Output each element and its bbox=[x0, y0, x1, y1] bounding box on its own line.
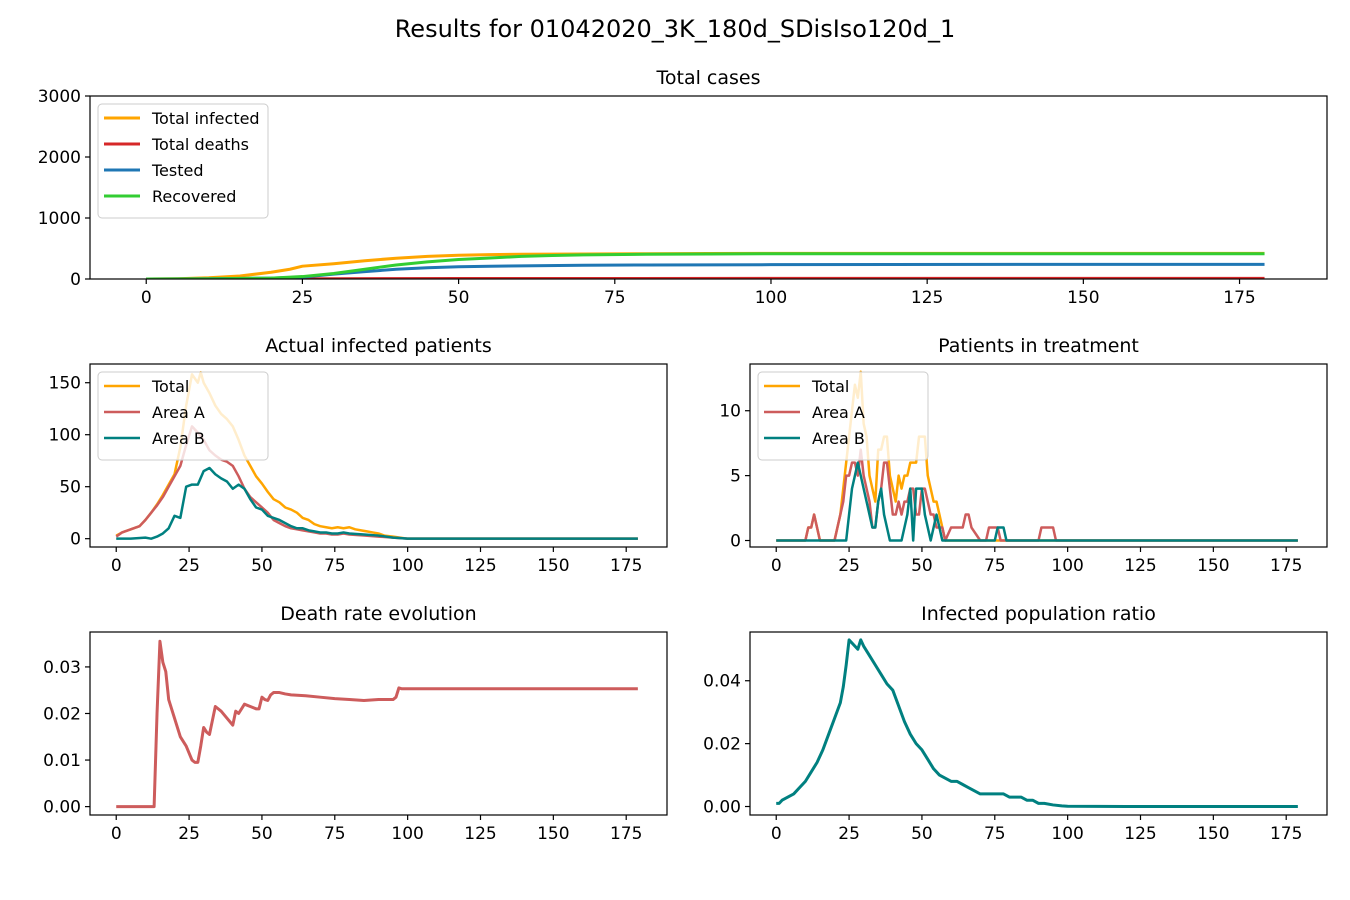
actual-infected-ytick-label: 50 bbox=[59, 478, 81, 498]
total-cases-ytick-label: 2000 bbox=[38, 148, 81, 168]
total-cases-ytick-label: 0 bbox=[70, 270, 81, 290]
actual-infected-ytick-label: 100 bbox=[49, 426, 81, 446]
actual-infected-legend: Total Area A Area B bbox=[97, 371, 269, 461]
actual-infected-xtick-label: 75 bbox=[324, 556, 346, 576]
infected-ratio-title: Infected population ratio bbox=[921, 603, 1156, 625]
patients-treatment-xtick-label: 25 bbox=[838, 556, 860, 576]
actual-infected-legend-label: Total bbox=[151, 377, 189, 396]
total-cases-xtick-label: 0 bbox=[141, 288, 152, 308]
actual-infected-title: Actual infected patients bbox=[265, 335, 491, 357]
infected-ratio-xtick-label: 175 bbox=[1270, 824, 1302, 844]
infected-ratio-xtick-label: 150 bbox=[1197, 824, 1229, 844]
figure-suptitle: Results for 01042020_3K_180d_SDisIso120d… bbox=[395, 15, 956, 43]
patients-treatment-series-line-2 bbox=[776, 461, 1298, 542]
total-cases-legend-box bbox=[97, 103, 269, 219]
actual-infected-xtick-label: 100 bbox=[391, 556, 423, 576]
infected-ratio-ytick-label: 0.00 bbox=[703, 798, 741, 818]
infected-ratio-ytick-label: 0.02 bbox=[703, 735, 741, 755]
patients-treatment-legend-box bbox=[757, 371, 929, 461]
total-cases-legend-label: Total deaths bbox=[151, 135, 249, 154]
actual-infected-xtick-label: 0 bbox=[111, 556, 122, 576]
death-rate-xtick-label: 50 bbox=[251, 824, 273, 844]
death-rate-series-line-0 bbox=[116, 639, 638, 809]
total-cases-xtick-label: 150 bbox=[1067, 288, 1099, 308]
infected-ratio-xtick-label: 25 bbox=[838, 824, 860, 844]
death-rate-xtick-label: 125 bbox=[464, 824, 496, 844]
death-rate-ytick-label: 0.00 bbox=[43, 798, 81, 818]
death-rate-xtick-label: 100 bbox=[391, 824, 423, 844]
total-cases-series-line-3 bbox=[146, 252, 1265, 279]
death-rate-ytick-label: 0.03 bbox=[43, 658, 81, 678]
patients-treatment-xtick-label: 100 bbox=[1051, 556, 1083, 576]
patients-treatment-series-line-1 bbox=[776, 448, 1298, 542]
total-cases-ytick-label: 1000 bbox=[38, 209, 81, 229]
total-cases-frame bbox=[89, 95, 1328, 280]
actual-infected-series-line-2 bbox=[116, 466, 638, 540]
total-cases-xtick-label: 125 bbox=[911, 288, 943, 308]
infected-ratio-frame bbox=[749, 631, 1328, 816]
death-rate-xtick-label: 150 bbox=[537, 824, 569, 844]
infected-ratio-xtick-label: 75 bbox=[984, 824, 1006, 844]
actual-infected-legend-label: Area A bbox=[152, 403, 205, 422]
death-rate-axes: Death rate evolution 0 25 50 75 100 125 150 175 0… bbox=[43, 603, 668, 844]
patients-treatment-ytick-label: 0 bbox=[730, 532, 741, 552]
patients-treatment-ytick-label: 10 bbox=[719, 402, 741, 422]
patients-treatment-xtick-label: 50 bbox=[911, 556, 933, 576]
death-rate-xtick-label: 175 bbox=[610, 824, 642, 844]
actual-infected-xtick-label: 25 bbox=[178, 556, 200, 576]
total-cases-ytick-label: 3000 bbox=[38, 87, 81, 107]
patients-treatment-legend-label: Area A bbox=[812, 403, 865, 422]
total-cases-title: Total cases bbox=[656, 67, 761, 89]
actual-infected-frame bbox=[89, 363, 668, 548]
death-rate-xtick-label: 0 bbox=[111, 824, 122, 844]
patients-treatment-xtick-label: 75 bbox=[984, 556, 1006, 576]
patients-treatment-ytick-label: 5 bbox=[730, 467, 741, 487]
actual-infected-xtick-label: 50 bbox=[251, 556, 273, 576]
actual-infected-legend-label: Area B bbox=[152, 429, 205, 448]
actual-infected-axes: Actual infected patients 0 25 50 75 100 125 150… bbox=[49, 335, 668, 576]
death-rate-ytick-label: 0.02 bbox=[43, 704, 81, 724]
death-rate-frame bbox=[89, 631, 668, 816]
patients-treatment-xtick-label: 0 bbox=[771, 556, 782, 576]
patients-treatment-title: Patients in treatment bbox=[938, 335, 1139, 357]
death-rate-ytick-label: 0.01 bbox=[43, 751, 81, 771]
death-rate-title: Death rate evolution bbox=[280, 603, 476, 625]
patients-treatment-legend-label: Total bbox=[811, 377, 849, 396]
total-cases-legend-label: Recovered bbox=[152, 187, 236, 206]
actual-infected-xtick-label: 125 bbox=[464, 556, 496, 576]
total-cases-axes: Total cases 0 25 50 75 100 125 150 175 0 1000 2000 3… bbox=[38, 67, 1328, 308]
patients-treatment-legend-label: Area B bbox=[812, 429, 865, 448]
infected-ratio-xtick-label: 125 bbox=[1124, 824, 1156, 844]
total-cases-xtick-label: 175 bbox=[1223, 288, 1255, 308]
actual-infected-xtick-label: 175 bbox=[610, 556, 642, 576]
total-cases-legend-label: Total infected bbox=[151, 109, 260, 128]
death-rate-xtick-label: 75 bbox=[324, 824, 346, 844]
infected-ratio-axes: Infected population ratio 0 25 50 75 100 125 15… bbox=[703, 603, 1328, 844]
total-cases-legend: Total infected Total deaths Tested Recovere… bbox=[97, 103, 269, 219]
patients-treatment-legend: Total Area A Area B bbox=[757, 371, 929, 461]
total-cases-xtick-label: 100 bbox=[755, 288, 787, 308]
actual-infected-ytick-label: 150 bbox=[49, 374, 81, 394]
actual-infected-xtick-label: 150 bbox=[537, 556, 569, 576]
infected-ratio-xtick-label: 0 bbox=[771, 824, 782, 844]
infected-ratio-series-line-0 bbox=[776, 638, 1298, 809]
total-cases-xtick-label: 25 bbox=[292, 288, 314, 308]
total-cases-legend-label: Tested bbox=[151, 161, 204, 180]
patients-treatment-xtick-label: 175 bbox=[1270, 556, 1302, 576]
actual-infected-legend-box bbox=[97, 371, 269, 461]
infected-ratio-ytick-label: 0.04 bbox=[703, 672, 741, 692]
patients-treatment-xtick-label: 125 bbox=[1124, 556, 1156, 576]
actual-infected-ytick-label: 0 bbox=[70, 530, 81, 550]
infected-ratio-xtick-label: 50 bbox=[911, 824, 933, 844]
death-rate-xtick-label: 25 bbox=[178, 824, 200, 844]
patients-treatment-frame bbox=[749, 363, 1328, 548]
infected-ratio-xtick-label: 100 bbox=[1051, 824, 1083, 844]
total-cases-xtick-label: 50 bbox=[448, 288, 470, 308]
total-cases-xtick-label: 75 bbox=[604, 288, 626, 308]
patients-treatment-xtick-label: 150 bbox=[1197, 556, 1229, 576]
